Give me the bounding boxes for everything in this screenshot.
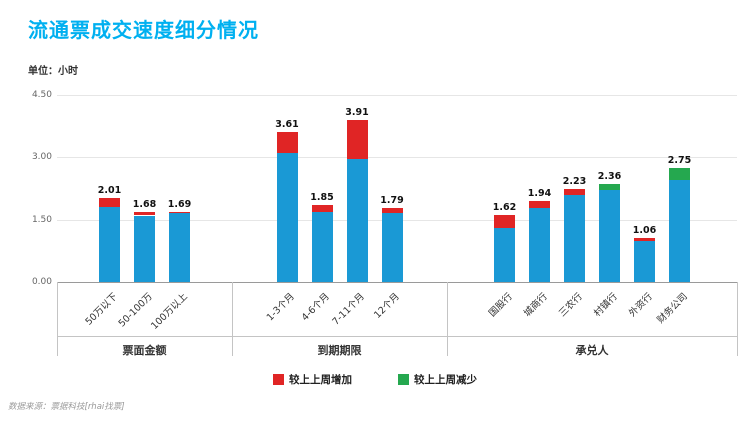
bar-value-label: 2.36 bbox=[597, 170, 622, 182]
axis-group-label: 票面金额 bbox=[122, 344, 167, 357]
bar-increase-segment bbox=[276, 131, 298, 153]
legend-item[interactable]: 较上上周增加 bbox=[273, 372, 352, 387]
axis-group-separator bbox=[232, 282, 233, 356]
bar-increase-segment bbox=[529, 201, 550, 209]
bar-base-segment bbox=[346, 158, 368, 282]
legend-label: 较上上周增加 bbox=[289, 374, 352, 386]
bar-value-label: 1.69 bbox=[167, 198, 192, 210]
bar-value-label: 1.94 bbox=[527, 188, 552, 200]
bar-increase-segment bbox=[564, 189, 585, 196]
axis-group-separator bbox=[737, 282, 738, 356]
legend-item[interactable]: 较上上周减少 bbox=[398, 372, 477, 387]
bar-increase-segment bbox=[99, 198, 120, 207]
bar-base-segment bbox=[134, 215, 155, 282]
y-axis-tick-label: 0.00 bbox=[31, 277, 52, 287]
legend-swatch-icon bbox=[273, 374, 284, 385]
bar-value-label: 1.06 bbox=[632, 224, 657, 236]
bar-value-label: 1.68 bbox=[132, 199, 157, 211]
bar-base-segment bbox=[529, 208, 550, 282]
legend-label: 较上上周减少 bbox=[414, 374, 477, 386]
y-axis-tick-label: 1.50 bbox=[31, 214, 52, 225]
gridline bbox=[57, 157, 737, 159]
bar-value-label: 2.01 bbox=[97, 185, 122, 197]
axis-group-label: 到期期限 bbox=[317, 344, 362, 357]
bar-increase-segment bbox=[169, 211, 190, 214]
bar-base-segment bbox=[599, 189, 620, 282]
axis-group-separator bbox=[447, 282, 448, 356]
gridline bbox=[57, 95, 737, 96]
bar-value-label: 3.61 bbox=[275, 118, 299, 130]
bar-base-segment bbox=[634, 240, 655, 282]
bar-base-segment bbox=[99, 206, 120, 282]
bar-base-segment bbox=[276, 152, 298, 282]
bar-increase-segment bbox=[381, 207, 403, 213]
bar-increase-segment bbox=[494, 214, 515, 228]
bar-increase-segment bbox=[134, 212, 155, 216]
bar-increase-segment bbox=[311, 205, 333, 212]
bar-increase-segment bbox=[634, 237, 655, 241]
bar-value-label: 1.79 bbox=[380, 194, 404, 206]
bar-base-segment bbox=[169, 213, 190, 282]
unit-label: 单位：小时 bbox=[28, 66, 78, 77]
bar-value-label: 2.75 bbox=[667, 154, 692, 166]
legend-swatch-icon bbox=[398, 374, 409, 385]
y-axis-tick-label: 3.00 bbox=[31, 152, 52, 163]
axis-group-separator bbox=[57, 282, 58, 356]
bar-base-segment bbox=[564, 195, 585, 282]
axis-group-label: 承兑人 bbox=[575, 344, 609, 357]
source-note: 数据来源：票据科技[rhai找票] bbox=[8, 402, 125, 412]
bar-decrease-segment bbox=[669, 167, 690, 181]
bar-value-label: 1.85 bbox=[310, 192, 334, 204]
bar-value-label: 2.23 bbox=[562, 176, 587, 188]
bar-increase-segment bbox=[346, 119, 368, 159]
bar-base-segment bbox=[669, 180, 690, 282]
axis-group-line bbox=[57, 336, 737, 337]
page-title: 流通票成交速度细分情况 bbox=[28, 18, 259, 42]
chart-legend: 较上上周增加 较上上周减少 bbox=[0, 372, 750, 387]
bar-value-label: 3.91 bbox=[345, 106, 369, 118]
y-axis-tick-label: 4.50 bbox=[31, 90, 52, 100]
bar-value-label: 1.62 bbox=[492, 201, 517, 213]
bar-decrease-segment bbox=[599, 183, 620, 190]
bar-base-segment bbox=[494, 227, 515, 282]
bar-base-segment bbox=[381, 212, 403, 282]
bar-base-segment bbox=[311, 211, 333, 282]
gridline bbox=[57, 282, 737, 283]
